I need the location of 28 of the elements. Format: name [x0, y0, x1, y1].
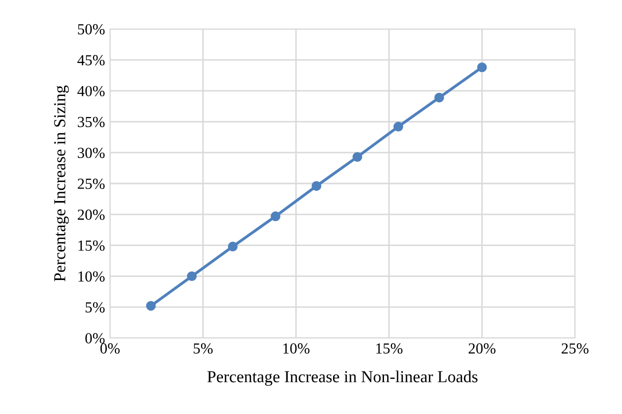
- point: [270, 211, 280, 222]
- x-tick-label: 0%: [100, 343, 120, 354]
- point: [312, 181, 322, 191]
- y-tick-label: 15%: [78, 240, 105, 251]
- y-tick-label: 45%: [77, 55, 105, 66]
- point: [352, 152, 362, 162]
- x-axis-title: Percentage Increase in Non-linear Loads: [207, 370, 478, 386]
- x-tick-label: 25%: [562, 343, 588, 354]
- point: [186, 271, 197, 282]
- y-tick-label: 30%: [78, 148, 105, 158]
- y-tick-label: 5%: [86, 302, 105, 313]
- y-tick-label: 0%: [85, 333, 105, 344]
- point: [393, 122, 404, 132]
- y-axis-title: Percentage Increase in Sizing: [54, 85, 69, 282]
- x-tick-label: 5%: [194, 343, 213, 354]
- point: [477, 62, 487, 72]
- y-tick-label: 40%: [77, 86, 105, 96]
- y-tick-label: 50%: [78, 24, 105, 34]
- x-tick-label: 15%: [376, 343, 402, 354]
- y-tick-label: 35%: [78, 116, 105, 128]
- y-tick-label: 20%: [78, 210, 105, 220]
- point: [434, 92, 444, 102]
- x-tick-label: 10%: [283, 343, 310, 354]
- x-tick-label: 20%: [468, 343, 496, 354]
- point: [146, 301, 156, 311]
- point: [228, 242, 238, 252]
- y-tick-label: 25%: [78, 178, 105, 189]
- y-tick-label: 10%: [78, 271, 105, 282]
